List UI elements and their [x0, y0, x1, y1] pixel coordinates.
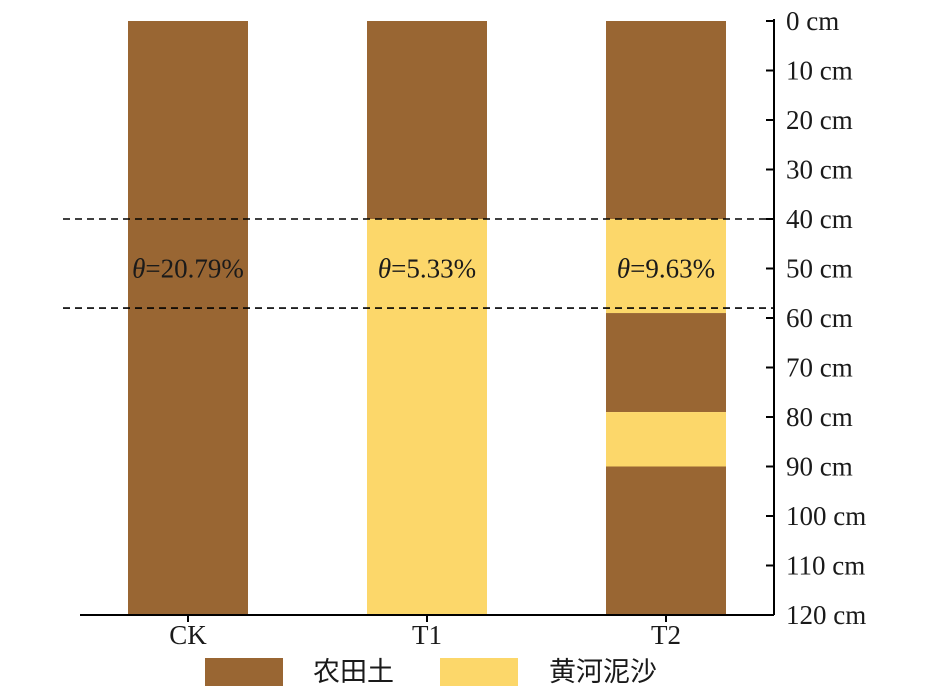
- bar-segment-t2-4: [606, 466, 726, 615]
- x-tick-label-t2: T2: [651, 620, 681, 650]
- y-tick-label-100: 100 cm: [786, 501, 866, 531]
- theta-value: =9.63%: [630, 254, 715, 284]
- theta-annotations: θ=20.79% θ=5.33% θ=9.63%: [132, 254, 715, 284]
- y-tick-label-20: 20 cm: [786, 105, 853, 135]
- y-tick-label-90: 90 cm: [786, 452, 853, 482]
- bar-segment-t2-0: [606, 21, 726, 219]
- legend-swatch-1: [440, 658, 518, 686]
- theta-label-ck: θ=20.79%: [132, 254, 244, 284]
- y-tick-label-0: 0 cm: [786, 6, 839, 36]
- x-tick-label-t1: T1: [412, 620, 442, 650]
- y-tick-label-80: 80 cm: [786, 402, 853, 432]
- bar-segment-t2-3: [606, 412, 726, 467]
- y-tick-label-70: 70 cm: [786, 353, 853, 383]
- reference-lines: [63, 218, 774, 309]
- bar-segment-ck-0: [128, 21, 248, 615]
- theta-symbol: θ: [378, 254, 391, 284]
- y-tick-label-120: 120 cm: [786, 600, 866, 630]
- theta-symbol: θ: [132, 254, 145, 284]
- bars-layer: [128, 21, 726, 615]
- x-tick-label-ck: CK: [169, 620, 207, 650]
- axes: 0 cm 10 cm 20 cm 30 cm 40 cm 50 cm 60 cm 70 cm 8…: [80, 6, 866, 650]
- y-tick-label-60: 60 cm: [786, 303, 853, 333]
- bar-segment-t2-2: [606, 313, 726, 413]
- legend-swatch-0: [205, 658, 283, 686]
- theta-value: =20.79%: [145, 254, 243, 284]
- bar-segment-t2-1: [606, 219, 726, 314]
- bar-segment-t1-0: [367, 21, 487, 219]
- theta-symbol: θ: [617, 254, 630, 284]
- y-tick-label-50: 50 cm: [786, 254, 853, 284]
- y-tick-label-10: 10 cm: [786, 56, 853, 86]
- y-tick-label-30: 30 cm: [786, 155, 853, 185]
- legend-label-1: 黄河泥沙: [549, 657, 657, 686]
- y-tick-label-40: 40 cm: [786, 204, 853, 234]
- legend-label-0: 农田土: [313, 657, 394, 686]
- theta-label-t1: θ=5.33%: [378, 254, 476, 284]
- y-tick-label-110: 110 cm: [786, 551, 865, 581]
- legend: 农田土 黄河泥沙: [205, 657, 657, 686]
- theta-label-t2: θ=9.63%: [617, 254, 715, 284]
- theta-value: =5.33%: [391, 254, 476, 284]
- bar-segment-t1-1: [367, 219, 487, 615]
